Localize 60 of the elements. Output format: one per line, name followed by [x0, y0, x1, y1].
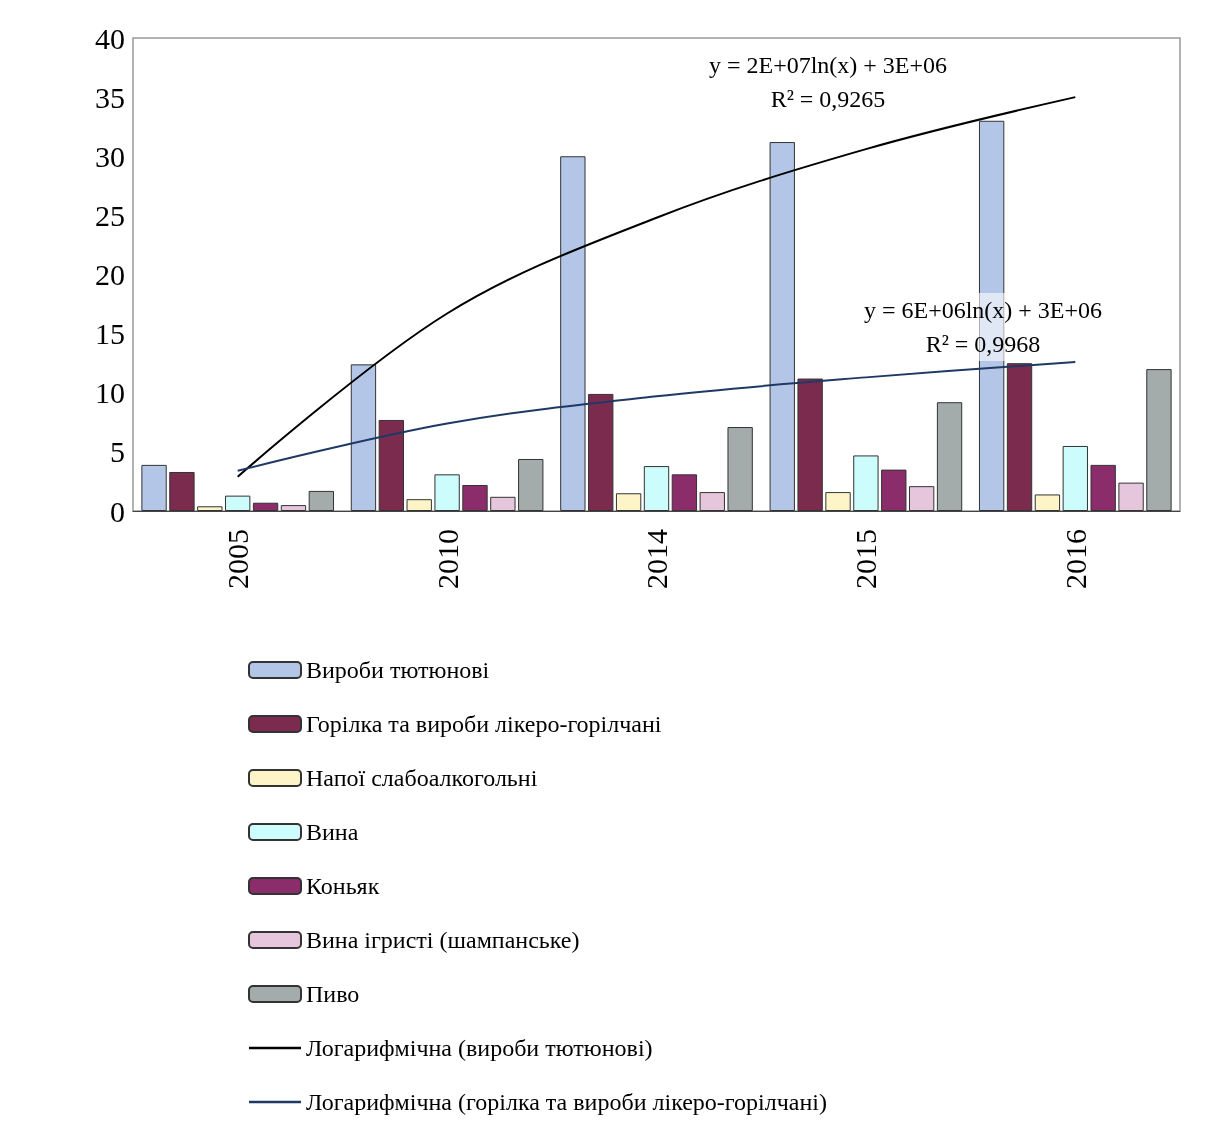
annotation: y = 2E+07ln(x) + 3E+06 R² = 0,9265 [708, 52, 948, 112]
x-tick-label: 2016 [1058, 529, 1092, 589]
x-tick-label: 2015 [849, 529, 883, 589]
bar [727, 427, 753, 511]
y-tick-label: 25 [95, 198, 125, 232]
annotation: y = 6E+06ln(x) + 3E+06 R² = 0,9968 [863, 297, 1103, 357]
bar [1146, 369, 1172, 511]
y-tick-label: 15 [95, 317, 125, 351]
x-tick-label: 2010 [430, 529, 464, 589]
bar [308, 490, 335, 511]
bar [560, 156, 586, 511]
legend-label: Вина [306, 819, 359, 845]
bar [518, 458, 544, 511]
bar [671, 474, 698, 511]
bar [490, 496, 516, 511]
y-tick-label: 5 [110, 435, 125, 469]
bar [643, 466, 670, 511]
bar [588, 393, 614, 511]
bar [225, 495, 251, 511]
bar [434, 474, 460, 511]
bar [769, 142, 795, 511]
bar [1090, 464, 1116, 511]
y-tick-label: 30 [95, 139, 125, 173]
bar [936, 402, 963, 511]
legend-label: Вина ігристі (шампанське) [306, 927, 580, 953]
bar [881, 469, 907, 511]
bar [197, 506, 223, 511]
legend-label: Логарифмічна (вироби тютюнові) [306, 1035, 653, 1061]
legend-label: Коньяк [306, 873, 380, 899]
bar [280, 505, 307, 511]
bar [853, 455, 879, 511]
x-tick-label: 2014 [640, 529, 673, 589]
line-series [236, 361, 1077, 472]
y-tick-label: 10 [95, 376, 125, 410]
y-tick-label: 0 [110, 494, 125, 528]
bar [1034, 494, 1061, 511]
y-tick-label: 35 [95, 80, 125, 114]
bar [462, 484, 488, 511]
bar [699, 492, 725, 511]
legend-label: Напої слабоалкогольні [306, 765, 538, 791]
y-tick-label: 40 [95, 21, 125, 55]
legend-label: Горілка та вироби лікеро-горілчані [306, 711, 662, 737]
bar [1006, 363, 1033, 511]
bar [141, 464, 167, 511]
y-tick-label: 20 [95, 258, 125, 291]
bar [825, 492, 851, 511]
bar [350, 364, 377, 511]
legend-label: Вироби тютюнові [306, 657, 490, 683]
x-tick-label: 2005 [221, 529, 255, 589]
bar [908, 486, 935, 511]
bar [169, 471, 195, 511]
bar [797, 378, 823, 511]
bar [406, 499, 432, 511]
bar [1062, 445, 1088, 511]
bar [378, 419, 405, 511]
bar [252, 502, 279, 511]
bar [1118, 482, 1144, 511]
bar [615, 493, 642, 511]
legend-label: Логарифмічна (горілка та вироби лікеро-горілчані) [306, 1089, 827, 1115]
legend-label: Пиво [306, 981, 360, 1007]
